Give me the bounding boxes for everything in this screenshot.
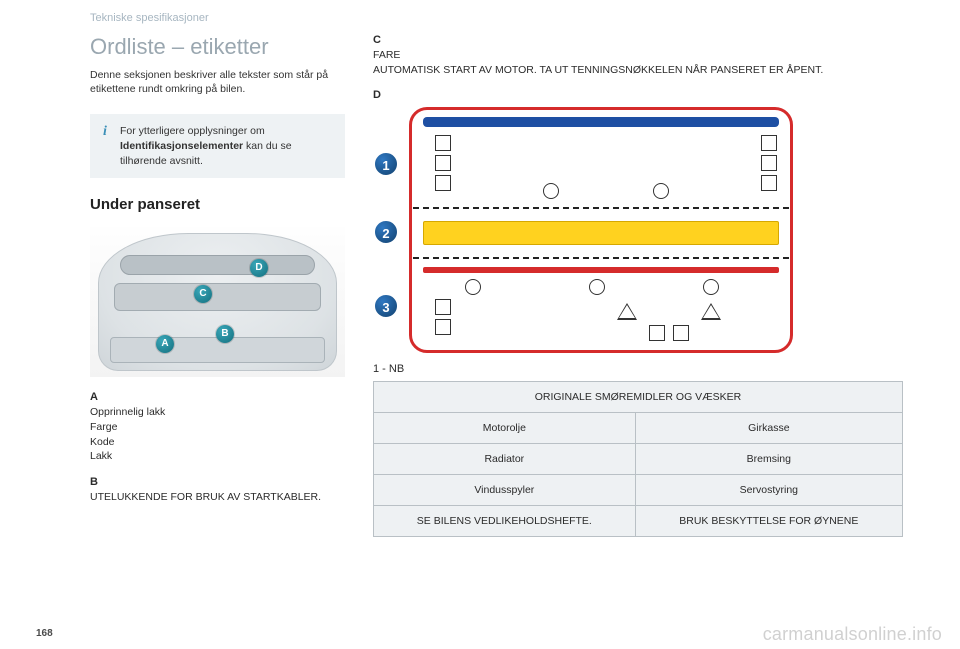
label-c-line2: AUTOMATISK START AV MOTOR. TA UT TENNING… xyxy=(373,63,920,78)
manual-page: Tekniske spesifikasjoner Ordliste – etik… xyxy=(0,0,960,649)
label-c-letter: C xyxy=(373,34,920,46)
label-a-line1: Opprinnelig lakk xyxy=(90,405,345,420)
engine-lower xyxy=(110,337,325,363)
label-c-block: C FARE AUTOMATISK START AV MOTOR. TA UT … xyxy=(373,34,920,77)
page-number: 168 xyxy=(36,628,53,639)
intro-text: Denne seksjonen beskriver alle tekster s… xyxy=(90,68,345,96)
table-cell: Bremsing xyxy=(635,444,902,475)
label-a-line3: Kode xyxy=(90,435,345,450)
table-cell: Servostyring xyxy=(635,475,902,506)
table-cell: Motorolje xyxy=(374,413,636,444)
diagram-badge-1: 1 xyxy=(373,151,399,177)
shape-square xyxy=(649,325,665,341)
diagram-badge-3: 3 xyxy=(373,293,399,319)
shape-square xyxy=(761,175,777,191)
shape-square xyxy=(761,135,777,151)
page-title: Ordliste – etiketter xyxy=(90,34,345,60)
label-a-letter: A xyxy=(90,391,345,403)
two-column-layout: Ordliste – etiketter Denne seksjonen bes… xyxy=(90,34,920,537)
table-header: ORIGINALE SMØREMIDLER OG VÆSKER xyxy=(374,382,903,413)
shape-square xyxy=(673,325,689,341)
shape-square xyxy=(435,319,451,335)
diagram-dash-1 xyxy=(413,207,789,209)
section-heading-under-hood: Under panseret xyxy=(90,196,345,213)
label-b-text: UTELUKKENDE FOR BRUK AV STARTKABLER. xyxy=(90,490,345,505)
shape-square xyxy=(435,175,451,191)
label-c-line1: FARE xyxy=(373,48,920,63)
table-cell: BRUK BESKYTTELSE FOR ØYNENE xyxy=(635,506,902,537)
diagram-red-band xyxy=(423,267,779,273)
shape-square xyxy=(435,135,451,151)
watermark: carmanualsonline.info xyxy=(763,624,942,645)
shape-triangle xyxy=(701,303,721,320)
shape-square xyxy=(435,155,451,171)
info-icon: i xyxy=(98,122,112,136)
breadcrumb: Tekniske spesifikasjoner xyxy=(90,12,920,24)
info-box: i For ytterligere opplysninger om Identi… xyxy=(90,114,345,178)
left-column: Ordliste – etiketter Denne seksjonen bes… xyxy=(90,34,345,537)
engine-bar xyxy=(120,255,315,275)
info-text-bold: Identifikasjonselementer xyxy=(120,140,243,152)
label-a-line4: Lakk xyxy=(90,449,345,464)
label-a-block: A Opprinnelig lakk Farge Kode Lakk xyxy=(90,391,345,464)
hood-illustration: A B C D xyxy=(90,227,345,377)
fluids-table: ORIGINALE SMØREMIDLER OG VÆSKER Motorolj… xyxy=(373,381,903,537)
diagram-dash-2 xyxy=(413,257,789,259)
engine-band xyxy=(114,283,321,311)
diagram-yellow-band xyxy=(423,221,779,245)
right-column: C FARE AUTOMATISK START AV MOTOR. TA UT … xyxy=(373,34,920,537)
diagram-blue-band xyxy=(423,117,779,127)
shape-triangle xyxy=(617,303,637,320)
shape-square xyxy=(435,299,451,315)
table-cell: Vindusspyler xyxy=(374,475,636,506)
table-cell: Girkasse xyxy=(635,413,902,444)
label-a-line2: Farge xyxy=(90,420,345,435)
shape-square xyxy=(761,155,777,171)
label-b-block: B UTELUKKENDE FOR BRUK AV STARTKABLER. xyxy=(90,476,345,505)
table-cell: SE BILENS VEDLIKEHOLDSHEFTE. xyxy=(374,506,636,537)
info-text-pre: For ytterligere opplysninger om xyxy=(120,125,265,137)
label-b-letter: B xyxy=(90,476,345,488)
one-nb-label: 1 - NB xyxy=(373,363,920,375)
fluids-diagram: 1 2 3 xyxy=(373,107,793,353)
diagram-badge-2: 2 xyxy=(373,219,399,245)
label-d-letter: D xyxy=(373,89,920,101)
table-cell: Radiator xyxy=(374,444,636,475)
